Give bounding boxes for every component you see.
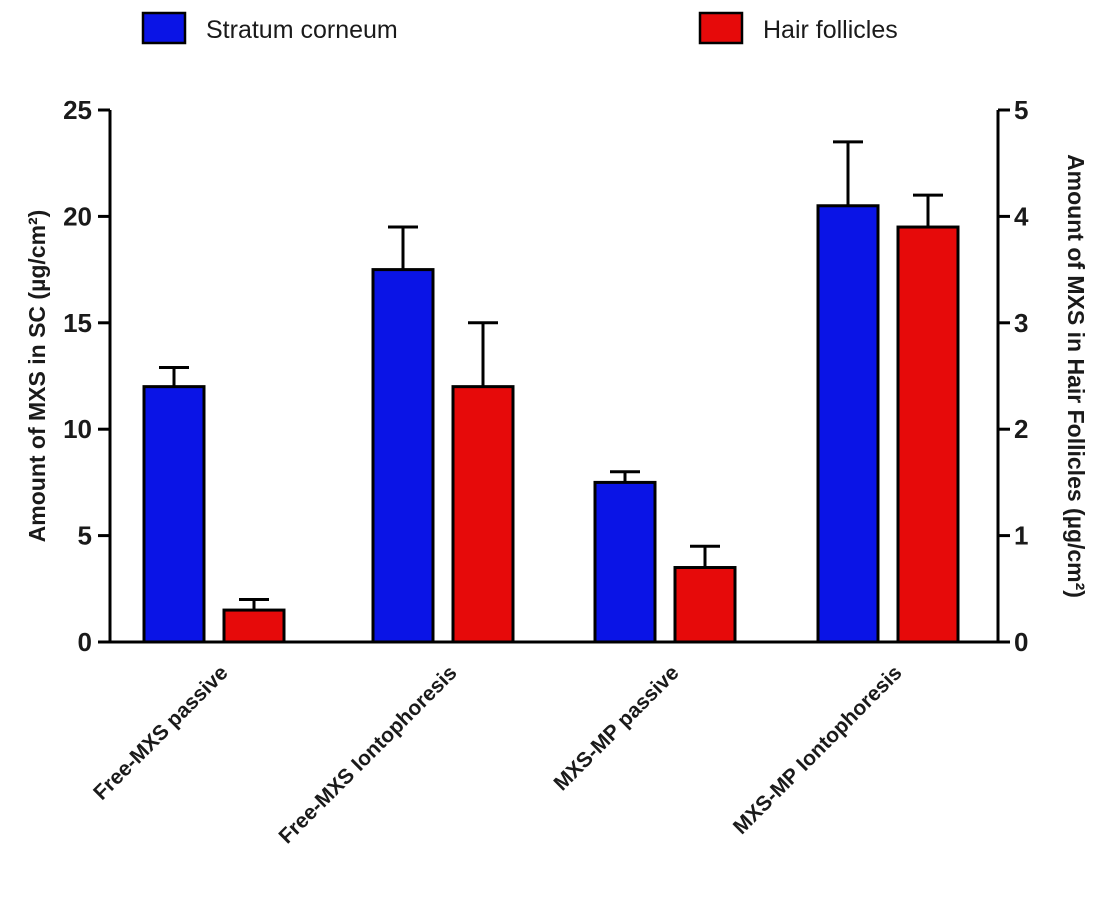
left-tick-label: 15 (63, 308, 92, 338)
right-axis-ticks: 0 1 2 3 4 5 (998, 95, 1029, 657)
right-tick-label: 3 (1014, 308, 1028, 338)
left-tick-label: 0 (78, 627, 92, 657)
y-axis-title-right: Amount of MXS in Hair Follicles (µg/cm²) (1063, 154, 1089, 598)
right-tick-label: 0 (1014, 627, 1028, 657)
bar-hair-follicles (451, 385, 515, 644)
bar-stratum-corneum (816, 204, 880, 644)
legend-label-stratum-corneum: Stratum corneum (206, 16, 398, 44)
category-label: MXS-MP passive (550, 661, 684, 795)
category-labels: Free-MXS passive Free-MXS Iontophoresis MX… (89, 661, 906, 848)
legend-swatch-hair-follicles (698, 11, 744, 45)
left-tick-label: 5 (78, 521, 92, 551)
legend-label-hair-follicles: Hair follicles (763, 16, 898, 44)
bar-stratum-corneum (593, 480, 657, 644)
right-tick-label: 1 (1014, 521, 1028, 551)
legend-swatch-stratum-corneum (141, 11, 187, 45)
bar-stratum-corneum (371, 268, 435, 644)
category-label: Free-MXS Iontophoresis (274, 661, 461, 848)
bar-hair-follicles (222, 608, 286, 644)
bar-stratum-corneum (142, 385, 206, 644)
legend: Stratum corneum Hair follicles (141, 11, 898, 45)
right-tick-label: 5 (1014, 95, 1028, 125)
bar-hair-follicles (896, 225, 960, 644)
bars (142, 140, 960, 644)
category-label: Free-MXS passive (89, 661, 232, 804)
right-tick-label: 2 (1014, 414, 1028, 444)
bar-hair-follicles (673, 566, 737, 644)
right-tick-label: 4 (1014, 201, 1029, 231)
left-tick-label: 25 (63, 95, 92, 125)
left-tick-label: 10 (63, 414, 92, 444)
y-axis-title-left: Amount of MXS in SC (µg/cm²) (24, 210, 50, 543)
category-label: MXS-MP Iontophoresis (729, 661, 907, 839)
left-tick-label: 20 (63, 201, 92, 231)
left-axis-ticks: 0 5 10 15 20 25 (63, 95, 110, 657)
